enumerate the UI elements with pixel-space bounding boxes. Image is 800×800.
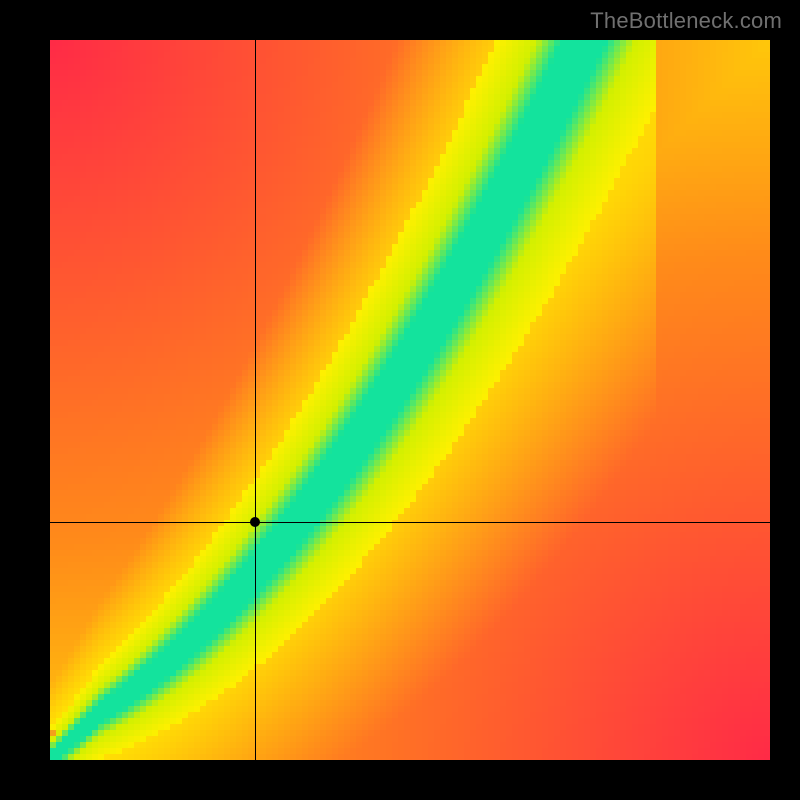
- watermark-text: TheBottleneck.com: [590, 8, 782, 34]
- heatmap-canvas: [50, 40, 770, 760]
- crosshair-horizontal: [50, 522, 770, 523]
- crosshair-vertical: [255, 40, 256, 760]
- chart-container: { "watermark": "TheBottleneck.com", "hea…: [0, 0, 800, 800]
- crosshair-marker: [250, 517, 260, 527]
- heatmap-plot-area: [50, 40, 770, 760]
